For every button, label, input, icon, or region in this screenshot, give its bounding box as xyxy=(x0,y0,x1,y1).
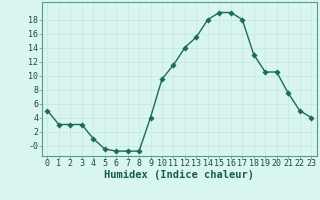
X-axis label: Humidex (Indice chaleur): Humidex (Indice chaleur) xyxy=(104,170,254,180)
